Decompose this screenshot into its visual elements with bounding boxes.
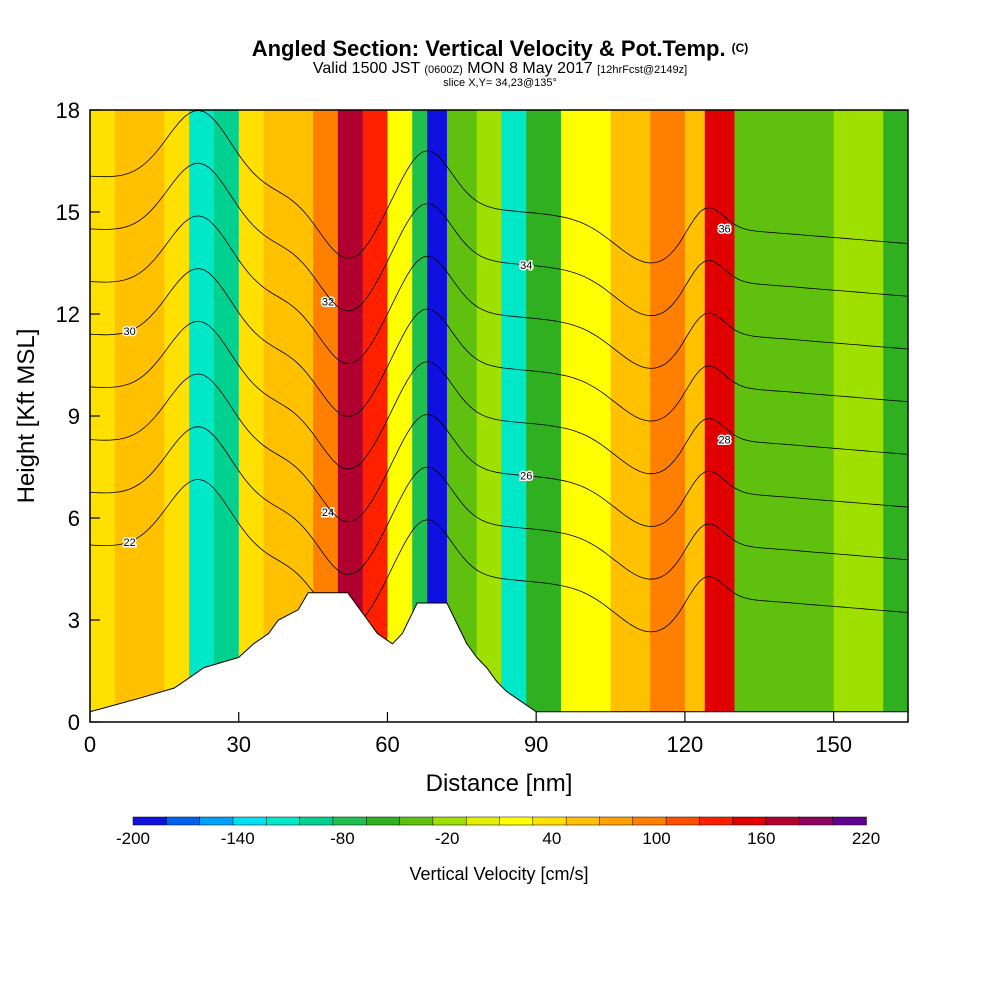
velocity-band [650, 110, 686, 722]
colorbar-swatch [399, 816, 434, 826]
y-tick-label: 12 [56, 302, 80, 327]
y-tick-label: 3 [68, 608, 80, 633]
velocity-band [139, 110, 165, 722]
velocity-band [114, 110, 141, 722]
colorbar-tick-label: 220 [852, 829, 880, 848]
colorbar-swatch [299, 816, 334, 826]
terrain-profile [89, 592, 909, 723]
x-tick-label: 30 [226, 732, 250, 757]
contour-label: 30 [124, 326, 136, 338]
colorbar-tick-label: 40 [542, 829, 561, 848]
colorbar-swatch [266, 816, 301, 826]
colorbar-tick-label: -80 [330, 829, 355, 848]
colorbar-label: Vertical Velocity [cm/s] [409, 864, 588, 884]
x-axis-label: Distance [nm] [426, 770, 573, 797]
velocity-band [610, 110, 651, 722]
chart-title: Angled Section: Vertical Velocity & Pot.… [251, 36, 749, 61]
colorbar-swatch [465, 816, 501, 826]
velocity-band [883, 110, 908, 722]
colorbar-swatch [365, 816, 401, 826]
x-tick-label: 150 [815, 732, 852, 757]
velocity-band [501, 110, 527, 722]
velocity-band [560, 110, 612, 722]
colorbar-swatch [132, 816, 168, 826]
pot-temp-contour [90, 426, 908, 580]
contour-label: 28 [718, 434, 730, 446]
terrain [89, 592, 909, 723]
velocity-band [734, 110, 785, 722]
colorbar-swatch [332, 816, 367, 826]
pot-temp-contour [90, 162, 908, 317]
colorbar-tick-label: -200 [116, 829, 150, 848]
velocity-band [238, 110, 265, 722]
contour-label: 24 [322, 507, 334, 519]
velocity-field [90, 110, 908, 722]
contour-label: 36 [718, 224, 730, 236]
colorbar-tick-label: 100 [642, 829, 670, 848]
colorbar-swatch [166, 816, 201, 826]
slice-info: slice X,Y= 34,23@135° [443, 77, 557, 89]
velocity-band [704, 110, 735, 722]
velocity-band [427, 110, 448, 722]
colorbar-tick-label: -20 [435, 829, 460, 848]
pot-temp-contour [90, 110, 908, 264]
y-tick-label: 0 [68, 710, 80, 735]
colorbar-tick-label: -140 [221, 829, 255, 848]
contour-label: 34 [520, 260, 532, 272]
pot-temp-contours: 22 24 26 28 30 32 34 36 [90, 110, 908, 633]
colorbar-swatch [232, 816, 268, 826]
pot-temp-contour [90, 268, 908, 422]
y-axis-label: Height [Kft MSL] [13, 329, 40, 504]
velocity-band [164, 110, 190, 722]
x-axis: 0 30 60 90 120 150 [84, 712, 852, 757]
y-axis: 0 3 6 9 12 15 18 [56, 98, 100, 735]
pot-temp-contour [90, 320, 908, 475]
velocity-band [526, 110, 562, 722]
x-tick-label: 120 [667, 732, 704, 757]
colorbar-tick-label: 160 [747, 829, 775, 848]
velocity-band [833, 110, 884, 722]
colorbar-swatch [199, 816, 234, 826]
colorbar: -200 -140 -80 -20 40 100 160 220 [116, 816, 880, 848]
contour-label: 32 [322, 296, 334, 308]
velocity-band [684, 110, 706, 722]
y-tick-label: 6 [68, 506, 80, 531]
y-tick-label: 15 [56, 200, 80, 225]
x-tick-label: 0 [84, 732, 96, 757]
colorbar-swatch [765, 816, 801, 826]
colorbar-swatch [732, 816, 767, 826]
colorbar-swatch [532, 816, 567, 826]
x-tick-label: 90 [524, 732, 548, 757]
colorbar-swatch [699, 816, 734, 826]
pot-temp-contour [90, 215, 908, 369]
pot-temp-contour [90, 478, 908, 633]
chart-subtitle: Valid 1500 JST (0600Z) MON 8 May 2017 [1… [312, 60, 688, 77]
colorbar-swatch [799, 816, 834, 826]
velocity-band [189, 110, 215, 722]
contour-label: 26 [520, 471, 532, 483]
colorbar-swatch [432, 816, 467, 826]
velocity-band [476, 110, 502, 722]
y-tick-label: 9 [68, 404, 80, 429]
y-tick-label: 18 [56, 98, 80, 123]
velocity-band [213, 110, 240, 722]
x-tick-label: 60 [375, 732, 399, 757]
colorbar-swatch [599, 816, 634, 826]
colorbar-swatch [632, 816, 667, 826]
pot-temp-contour [90, 373, 908, 527]
colorbar-swatch [565, 816, 601, 826]
contour-label: 22 [124, 537, 136, 549]
colorbar-swatch [499, 816, 534, 826]
colorbar-swatch [665, 816, 701, 826]
colorbar-swatch [832, 816, 867, 826]
velocity-band [784, 110, 835, 722]
